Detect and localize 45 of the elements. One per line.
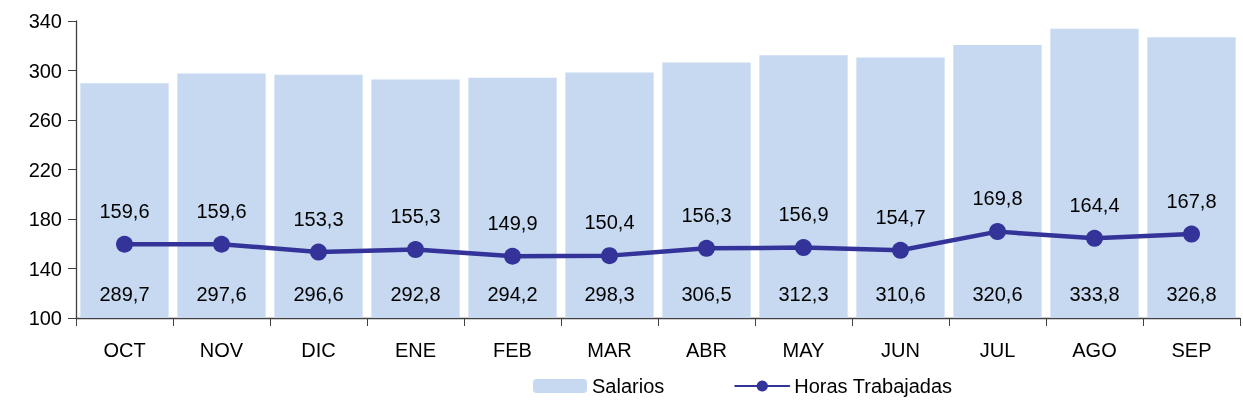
- data-label: 156,9: [778, 203, 829, 226]
- x-tick-label: NOV: [199, 339, 244, 361]
- data-label: 149,9: [487, 211, 538, 234]
- data-label: 294,2: [487, 283, 538, 305]
- data-label: 298,3: [584, 283, 635, 305]
- x-tick-label: JUN: [881, 339, 920, 361]
- x-tick-label: MAR: [587, 339, 632, 361]
- data-label: 296,6: [293, 283, 344, 305]
- data-label: 154,7: [875, 205, 926, 228]
- data-label: 326,8: [1166, 283, 1217, 305]
- x-tick-label: SEP: [1171, 339, 1212, 361]
- data-label: 320,6: [972, 283, 1023, 305]
- data-label: 150,4: [584, 211, 635, 234]
- y-tick-label: 140: [28, 257, 62, 280]
- legend-label: Salarios: [592, 375, 665, 397]
- data-label: 159,6: [99, 199, 150, 222]
- data-label: 159,6: [196, 199, 247, 222]
- data-label: 312,3: [778, 283, 829, 305]
- x-tick-label: OCT: [103, 339, 146, 361]
- y-tick-label: 100: [28, 307, 62, 329]
- x-tick-label: ENE: [394, 339, 437, 361]
- y-tick-label: 340: [28, 10, 62, 32]
- x-tick-label: FEB: [493, 339, 532, 361]
- data-label: 289,7: [99, 283, 150, 305]
- data-label: 333,8: [1069, 283, 1120, 305]
- x-tick-label: DIC: [301, 339, 336, 361]
- data-label: 153,3: [293, 207, 344, 230]
- x-tick-label: JUL: [979, 339, 1016, 361]
- y-tick-label: 260: [28, 109, 62, 131]
- data-label: 155,3: [390, 205, 441, 228]
- data-label: 310,6: [875, 283, 926, 305]
- data-label: 167,8: [1166, 189, 1217, 212]
- x-tick-label: AGO: [1072, 339, 1117, 361]
- data-label: 306,5: [681, 283, 732, 305]
- x-tick-label: ABR: [685, 339, 728, 361]
- legend-label: Horas Trabajadas: [794, 375, 953, 397]
- data-label: 164,4: [1069, 193, 1120, 216]
- data-label: 292,8: [390, 283, 441, 305]
- y-tick-label: 220: [28, 158, 62, 181]
- data-label: 169,8: [972, 187, 1023, 210]
- y-tick-label: 180: [28, 208, 62, 230]
- x-tick-label: MAY: [782, 339, 825, 361]
- y-tick-label: 300: [28, 59, 62, 82]
- data-label: 156,3: [681, 203, 732, 226]
- data-label: 297,6: [196, 283, 247, 305]
